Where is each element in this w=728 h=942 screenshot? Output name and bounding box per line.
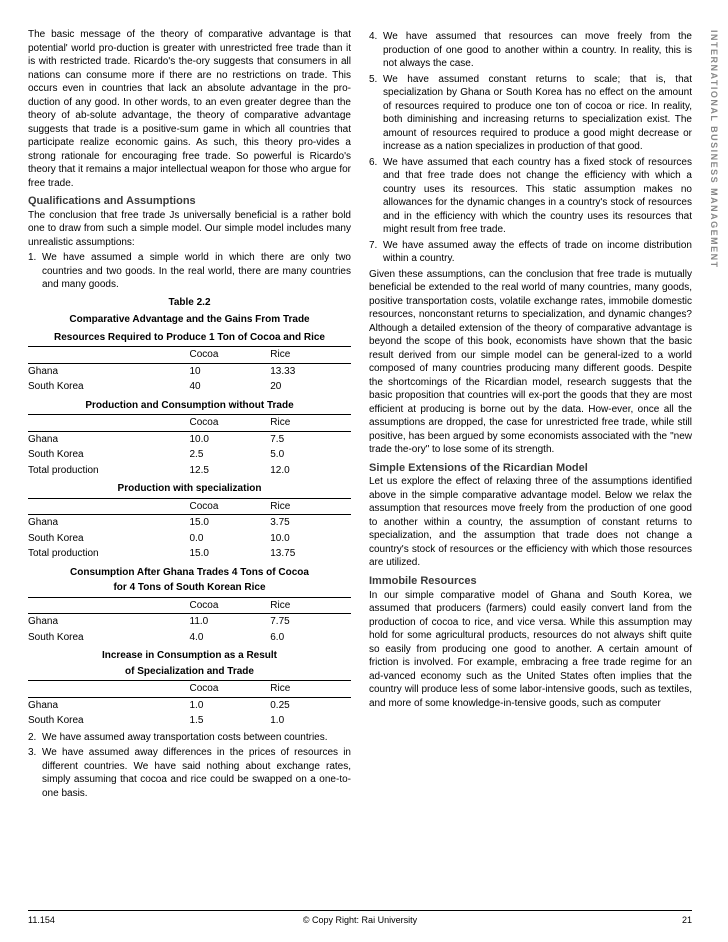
list-text: We have assumed a simple world in which … — [42, 251, 351, 292]
table-cell: 11.0 — [190, 614, 271, 630]
table-cell: Ghana — [28, 431, 190, 447]
table-section-1: Resources Required to Produce 1 Ton of C… — [28, 329, 351, 348]
list-text: We have assumed away transportation cost… — [42, 731, 351, 745]
side-label: INTERNATIONAL BUSINESS MANAGEMENT — [708, 30, 720, 269]
table-cell: 20 — [270, 379, 351, 395]
table-cell: South Korea — [28, 713, 190, 729]
content-columns: The basic message of the theory of compa… — [28, 28, 692, 884]
table-title: Comparative Advantage and the Gains From… — [28, 313, 351, 327]
table-cell: South Korea — [28, 447, 190, 463]
list-number: 3. — [28, 746, 42, 800]
table-row: Ghana1013.33 — [28, 363, 351, 379]
table-cell: 13.33 — [270, 363, 351, 379]
table-cell: 1.0 — [270, 713, 351, 729]
table-section-4a: Consumption After Ghana Trades 4 Tons of… — [28, 564, 351, 580]
assumption-6: 6. We have assumed that each country has… — [369, 156, 692, 237]
table-row: Total production12.512.0 — [28, 463, 351, 479]
table-row: Ghana10.07.5 — [28, 431, 351, 447]
table-cell: 40 — [190, 379, 271, 395]
table-cell: Ghana — [28, 515, 190, 531]
table-cell: Ghana — [28, 697, 190, 713]
table-section-5a: Increase in Consumption as a Result — [28, 647, 351, 663]
right-column: 4. We have assumed that resources can mo… — [369, 28, 692, 884]
given-assumptions-paragraph: Given these assumptions, can the conclus… — [369, 268, 692, 457]
list-number: 6. — [369, 156, 383, 237]
table-cell: 10.0 — [190, 431, 271, 447]
list-number: 7. — [369, 239, 383, 266]
table-section-4b: for 4 Tons of South Korean Rice — [28, 579, 351, 598]
table-cell: 3.75 — [270, 515, 351, 531]
table-row: South Korea0.010.0 — [28, 531, 351, 547]
assumption-1: 1. We have assumed a simple world in whi… — [28, 251, 351, 292]
heading-immobile-resources: Immobile Resources — [369, 574, 692, 589]
table-cell: Ghana — [28, 363, 190, 379]
table-section-2: Production and Consumption without Trade — [28, 397, 351, 416]
list-number: 2. — [28, 731, 42, 745]
table-cell: South Korea — [28, 531, 190, 547]
table-cell: 12.0 — [270, 463, 351, 479]
left-column: The basic message of the theory of compa… — [28, 28, 351, 884]
table-1: CocoaRice Ghana1013.33South Korea4020 — [28, 347, 351, 395]
table-cell: 4.0 — [190, 630, 271, 646]
table-cell: 7.75 — [270, 614, 351, 630]
list-number: 1. — [28, 251, 42, 292]
list-text: We have assumed away the effects of trad… — [383, 239, 692, 266]
table-5: CocoaRice Ghana1.00.25South Korea1.51.0 — [28, 681, 351, 729]
immobile-resources-paragraph: In our simple comparative model of Ghana… — [369, 589, 692, 711]
table-4: CocoaRice Ghana11.07.75South Korea 4.06.… — [28, 598, 351, 646]
heading-qualifications: Qualifications and Assumptions — [28, 194, 351, 209]
table-cell: South Korea — [28, 630, 190, 646]
table-section-5b: of Specialization and Trade — [28, 663, 351, 682]
table-row: South Korea 4.06.0 — [28, 630, 351, 646]
assumption-5: 5. We have assumed constant returns to s… — [369, 73, 692, 154]
table-cell: 5.0 — [270, 447, 351, 463]
table-cell: South Korea — [28, 379, 190, 395]
table-row: South Korea4020 — [28, 379, 351, 395]
table-cell: 7.5 — [270, 431, 351, 447]
table-row: Ghana15.03.75 — [28, 515, 351, 531]
page-footer: 11.154 © Copy Right: Rai University 21 — [28, 910, 692, 926]
table-cell: 12.5 — [190, 463, 271, 479]
list-text: We have assumed that resources can move … — [383, 30, 692, 71]
table-cell: Total production — [28, 546, 190, 562]
assumption-7: 7. We have assumed away the effects of t… — [369, 239, 692, 266]
table-cell: 6.0 — [270, 630, 351, 646]
table-cell: Total production — [28, 463, 190, 479]
table-cell: 1.0 — [190, 697, 271, 713]
list-text: We have assumed away differences in the … — [42, 746, 351, 800]
table-cell: 13.75 — [270, 546, 351, 562]
assumption-4: 4. We have assumed that resources can mo… — [369, 30, 692, 71]
table-cell: 10.0 — [270, 531, 351, 547]
table-row: South Korea1.51.0 — [28, 713, 351, 729]
table-row: Ghana11.07.75 — [28, 614, 351, 630]
table-cell: 0.0 — [190, 531, 271, 547]
list-text: We have assumed that each country has a … — [383, 156, 692, 237]
table-section-3: Production with specialization — [28, 480, 351, 499]
table-cell: 10 — [190, 363, 271, 379]
table-row: South Korea2.55.0 — [28, 447, 351, 463]
table-cell: 15.0 — [190, 546, 271, 562]
qualifications-paragraph: The conclusion that free trade Js univer… — [28, 209, 351, 250]
intro-paragraph: The basic message of the theory of compa… — [28, 28, 351, 190]
table-number: Table 2.2 — [28, 296, 351, 310]
heading-simple-extensions: Simple Extensions of the Ricardian Model — [369, 461, 692, 476]
list-number: 4. — [369, 30, 383, 71]
assumption-3: 3. We have assumed away differences in t… — [28, 746, 351, 800]
table-row: Ghana1.00.25 — [28, 697, 351, 713]
list-text: We have assumed constant returns to scal… — [383, 73, 692, 154]
table-cell: Ghana — [28, 614, 190, 630]
simple-extensions-paragraph: Let us explore the effect of relaxing th… — [369, 475, 692, 570]
list-number: 5. — [369, 73, 383, 154]
table-cell: 0.25 — [270, 697, 351, 713]
footer-center: © Copy Right: Rai University — [28, 914, 692, 926]
table-cell: 15.0 — [190, 515, 271, 531]
table-2: CocoaRice Ghana10.07.5South Korea2.55.0T… — [28, 415, 351, 478]
table-row: Total production15.013.75 — [28, 546, 351, 562]
table-cell: 1.5 — [190, 713, 271, 729]
table-3: CocoaRice Ghana15.03.75South Korea0.010.… — [28, 499, 351, 562]
assumption-2: 2. We have assumed away transportation c… — [28, 731, 351, 745]
table-cell: 2.5 — [190, 447, 271, 463]
